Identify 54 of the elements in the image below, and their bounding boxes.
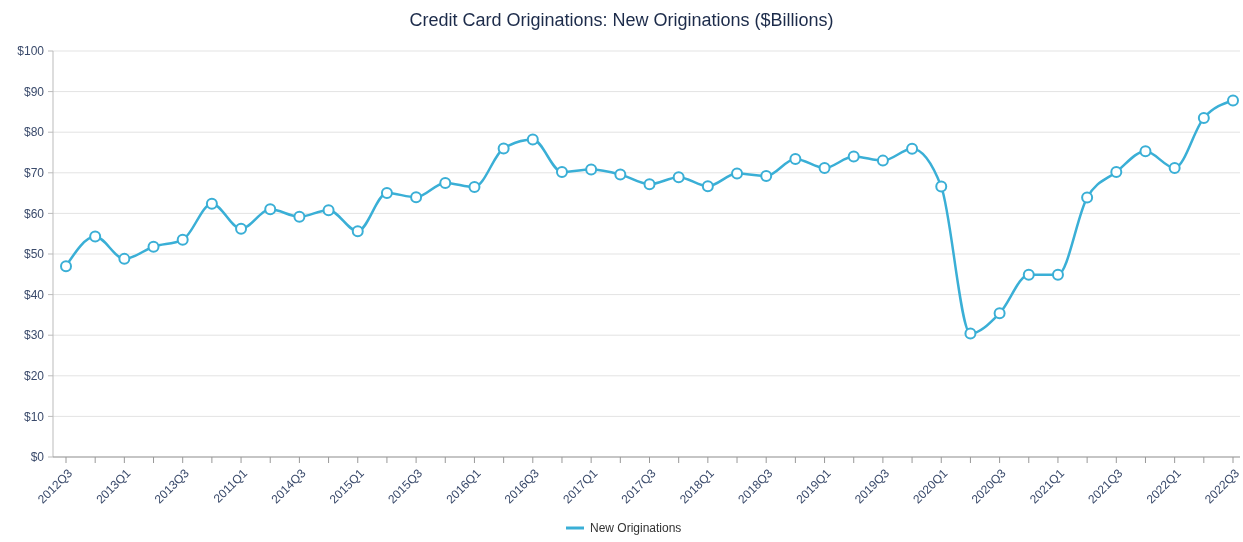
point — [1081, 191, 1094, 204]
point — [847, 150, 860, 163]
point — [993, 307, 1006, 320]
point — [789, 153, 802, 165]
point — [264, 203, 277, 216]
y-tick-label: $30 — [23, 328, 45, 343]
point — [1051, 268, 1064, 281]
point — [585, 163, 598, 176]
point — [1139, 145, 1152, 158]
point — [1227, 94, 1239, 107]
point — [322, 204, 335, 217]
point — [701, 180, 714, 193]
point — [293, 210, 306, 223]
point — [380, 187, 393, 200]
point — [643, 178, 656, 191]
legend-label: New Originations — [590, 521, 682, 535]
point — [614, 168, 627, 181]
y-tick-label: $20 — [23, 369, 45, 383]
point — [235, 222, 248, 235]
point — [118, 252, 131, 265]
point — [876, 154, 889, 167]
point — [760, 170, 773, 183]
point — [906, 142, 919, 155]
point — [439, 176, 452, 189]
y-tick-label: $70 — [23, 166, 45, 180]
y-tick-label: $0 — [30, 450, 45, 465]
point — [497, 142, 510, 155]
point — [964, 327, 977, 340]
point — [468, 181, 481, 194]
point — [818, 161, 831, 174]
point — [205, 197, 218, 210]
y-tick-label: $100 — [17, 44, 45, 59]
point — [1197, 111, 1210, 124]
y-tick-label: $50 — [23, 247, 45, 262]
point — [1110, 165, 1123, 178]
chart-title: Credit Card Originations: New Originations ($Billions) — [409, 10, 834, 30]
point — [147, 240, 160, 253]
y-tick-label: $60 — [23, 206, 45, 221]
point — [526, 133, 539, 146]
point — [410, 191, 423, 204]
point — [89, 230, 102, 243]
point — [1022, 268, 1035, 281]
point — [555, 165, 568, 178]
y-tick-label: $40 — [23, 287, 45, 302]
point — [60, 260, 72, 273]
y-tick-label: $90 — [23, 84, 45, 99]
point — [731, 167, 744, 180]
y-tick-label: $80 — [23, 125, 45, 140]
point — [1168, 161, 1181, 174]
point — [672, 171, 685, 184]
point — [176, 233, 189, 246]
point — [351, 225, 364, 238]
point — [935, 180, 948, 193]
y-tick-label: $10 — [23, 409, 45, 424]
